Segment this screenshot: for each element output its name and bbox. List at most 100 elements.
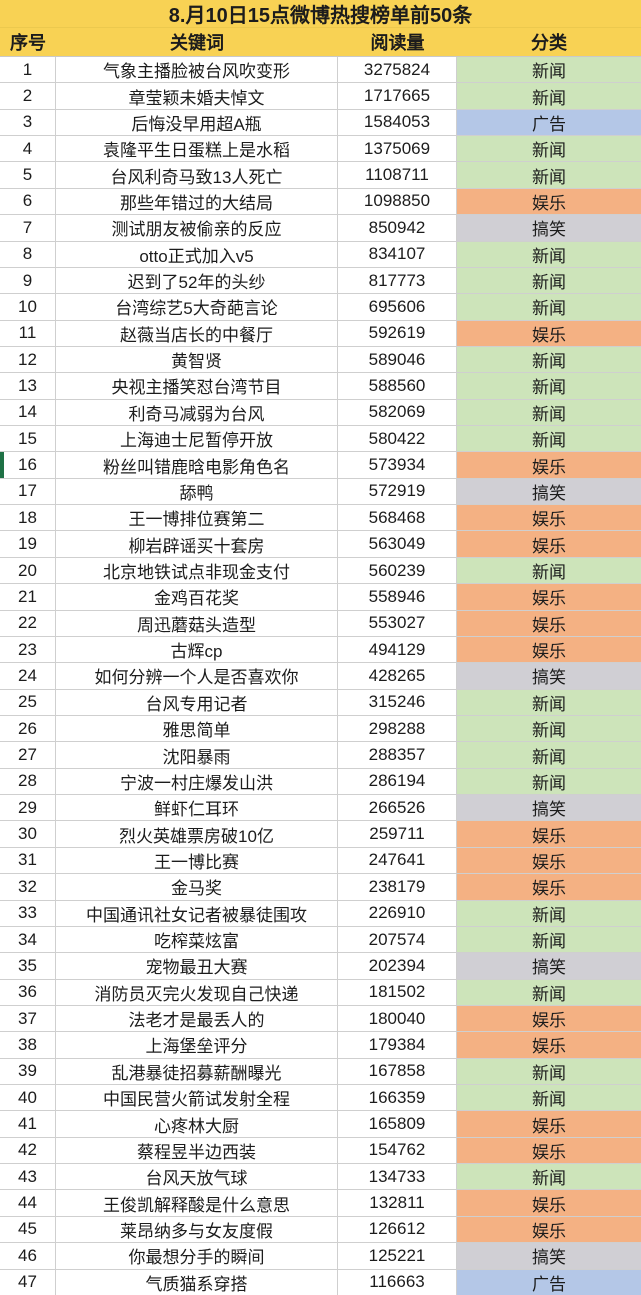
category-cell[interactable]: 新闻 — [457, 162, 641, 188]
reads-cell[interactable]: 850942 — [338, 215, 457, 241]
keyword-cell[interactable]: 后悔没早用超A瓶 — [56, 109, 338, 136]
category-cell[interactable]: 新闻 — [457, 742, 641, 768]
category-cell[interactable]: 新闻 — [457, 346, 641, 373]
category-cell[interactable]: 新闻 — [457, 1164, 641, 1190]
keyword-cell[interactable]: 台风专用记者 — [56, 689, 338, 715]
reads-cell[interactable]: 553027 — [338, 610, 457, 636]
keyword-cell[interactable]: 雅思简单 — [56, 715, 338, 742]
rank-cell[interactable]: 26 — [0, 715, 56, 742]
reads-cell[interactable]: 494129 — [338, 636, 457, 663]
reads-cell[interactable]: 266526 — [338, 795, 457, 821]
rank-cell[interactable]: 14 — [0, 399, 56, 426]
rank-cell[interactable]: 23 — [0, 636, 56, 663]
keyword-cell[interactable]: 柳岩辟谣买十套房 — [56, 531, 338, 557]
keyword-cell[interactable]: 沈阳暴雨 — [56, 742, 338, 768]
category-cell[interactable]: 娱乐 — [457, 874, 641, 900]
keyword-cell[interactable]: 黄智贤 — [56, 346, 338, 373]
reads-cell[interactable]: 695606 — [338, 294, 457, 320]
reads-cell[interactable]: 202394 — [338, 953, 457, 979]
category-cell[interactable]: 搞笑 — [457, 795, 641, 821]
keyword-cell[interactable]: 王一博比赛 — [56, 847, 338, 874]
keyword-cell[interactable]: 气质猫系穿搭 — [56, 1269, 338, 1295]
rank-cell[interactable]: 17 — [0, 478, 56, 505]
category-cell[interactable]: 广告 — [457, 109, 641, 136]
rank-cell[interactable]: 36 — [0, 979, 56, 1005]
keyword-cell[interactable]: 莱昂纳多与女友度假 — [56, 1216, 338, 1243]
rank-cell[interactable]: 8 — [0, 241, 56, 267]
reads-cell[interactable]: 154762 — [338, 1137, 457, 1164]
category-cell[interactable]: 新闻 — [457, 926, 641, 953]
category-cell[interactable]: 娱乐 — [457, 531, 641, 557]
reads-cell[interactable]: 179384 — [338, 1032, 457, 1058]
keyword-cell[interactable]: 法老才是最丢人的 — [56, 1005, 338, 1032]
rank-cell[interactable]: 29 — [0, 795, 56, 821]
keyword-cell[interactable]: 宁波一村庄爆发山洪 — [56, 768, 338, 795]
keyword-cell[interactable]: 周迅蘑菇头造型 — [56, 610, 338, 636]
keyword-cell[interactable]: 中国通讯社女记者被暴徒围攻 — [56, 900, 338, 926]
category-cell[interactable]: 新闻 — [457, 557, 641, 584]
category-cell[interactable]: 新闻 — [457, 715, 641, 742]
category-cell[interactable]: 新闻 — [457, 399, 641, 426]
keyword-cell[interactable]: 王俊凯解释酸是什么意思 — [56, 1190, 338, 1216]
reads-cell[interactable]: 592619 — [338, 320, 457, 346]
reads-cell[interactable]: 1375069 — [338, 136, 457, 162]
category-cell[interactable]: 娱乐 — [457, 821, 641, 847]
category-cell[interactable]: 搞笑 — [457, 478, 641, 505]
column-header-reads[interactable]: 阅读量 — [370, 33, 425, 53]
category-cell[interactable]: 娱乐 — [457, 847, 641, 874]
rank-cell[interactable]: 35 — [0, 953, 56, 979]
category-cell[interactable]: 新闻 — [457, 768, 641, 795]
rank-cell[interactable]: 9 — [0, 267, 56, 294]
rank-cell[interactable]: 11 — [0, 320, 56, 346]
rank-cell[interactable]: 16 — [0, 452, 56, 478]
keyword-cell[interactable]: 舔鸭 — [56, 478, 338, 505]
keyword-cell[interactable]: 如何分辨一个人是否喜欢你 — [56, 663, 338, 689]
rank-cell[interactable]: 33 — [0, 900, 56, 926]
rank-cell[interactable]: 7 — [0, 215, 56, 241]
category-cell[interactable]: 娱乐 — [457, 1111, 641, 1137]
reads-cell[interactable]: 1108711 — [338, 162, 457, 188]
reads-cell[interactable]: 165809 — [338, 1111, 457, 1137]
category-cell[interactable]: 娱乐 — [457, 1216, 641, 1243]
rank-cell[interactable]: 25 — [0, 689, 56, 715]
keyword-cell[interactable]: 鲜虾仁耳环 — [56, 795, 338, 821]
reads-cell[interactable]: 580422 — [338, 426, 457, 452]
category-cell[interactable]: 娱乐 — [457, 1005, 641, 1032]
category-cell[interactable]: 搞笑 — [457, 663, 641, 689]
keyword-cell[interactable]: 袁隆平生日蛋糕上是水稻 — [56, 136, 338, 162]
category-cell[interactable]: 娱乐 — [457, 584, 641, 610]
reads-cell[interactable]: 259711 — [338, 821, 457, 847]
rank-cell[interactable]: 12 — [0, 346, 56, 373]
category-cell[interactable]: 娱乐 — [457, 188, 641, 215]
keyword-cell[interactable]: 北京地铁试点非现金支付 — [56, 557, 338, 584]
keyword-cell[interactable]: 消防员灭完火发现自己快递 — [56, 979, 338, 1005]
keyword-cell[interactable]: 宠物最丑大赛 — [56, 953, 338, 979]
rank-cell[interactable]: 22 — [0, 610, 56, 636]
category-cell[interactable]: 搞笑 — [457, 215, 641, 241]
reads-cell[interactable]: 288357 — [338, 742, 457, 768]
keyword-cell[interactable]: 心疼林大厨 — [56, 1111, 338, 1137]
rank-cell[interactable]: 5 — [0, 162, 56, 188]
category-cell[interactable]: 新闻 — [457, 373, 641, 399]
category-cell[interactable]: 娱乐 — [457, 1032, 641, 1058]
category-cell[interactable]: 娱乐 — [457, 636, 641, 663]
category-cell[interactable]: 娱乐 — [457, 1190, 641, 1216]
reads-cell[interactable]: 582069 — [338, 399, 457, 426]
reads-cell[interactable]: 167858 — [338, 1058, 457, 1085]
keyword-cell[interactable]: 你最想分手的瞬间 — [56, 1243, 338, 1269]
category-cell[interactable]: 新闻 — [457, 1058, 641, 1085]
keyword-cell[interactable]: 赵薇当店长的中餐厅 — [56, 320, 338, 346]
category-cell[interactable]: 娱乐 — [457, 320, 641, 346]
rank-cell[interactable]: 3 — [0, 109, 56, 136]
keyword-cell[interactable]: 台风天放气球 — [56, 1164, 338, 1190]
rank-cell[interactable]: 32 — [0, 874, 56, 900]
category-cell[interactable]: 新闻 — [457, 241, 641, 267]
reads-cell[interactable]: 573934 — [338, 452, 457, 478]
rank-cell[interactable]: 31 — [0, 847, 56, 874]
reads-cell[interactable]: 568468 — [338, 505, 457, 531]
category-cell[interactable]: 娱乐 — [457, 452, 641, 478]
category-cell[interactable]: 新闻 — [457, 294, 641, 320]
keyword-cell[interactable]: 迟到了52年的头纱 — [56, 267, 338, 294]
reads-cell[interactable]: 1584053 — [338, 109, 457, 136]
rank-cell[interactable]: 46 — [0, 1243, 56, 1269]
